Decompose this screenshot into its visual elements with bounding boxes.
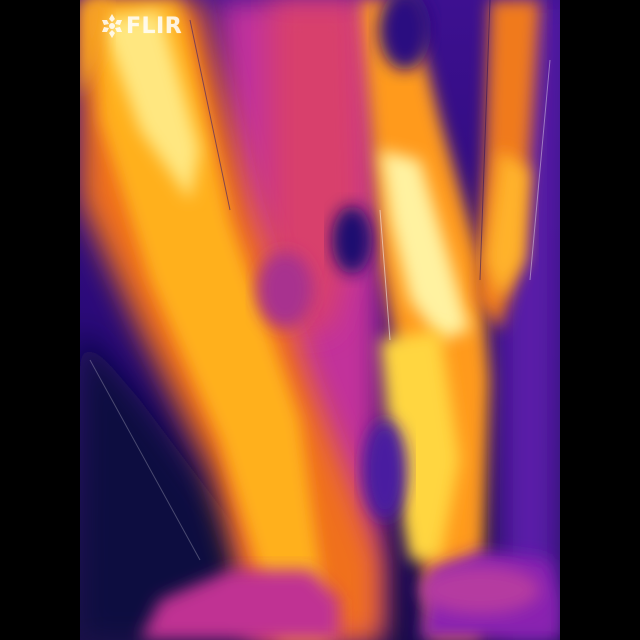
edge-line (189, 19, 231, 211)
cold-spot (363, 420, 407, 520)
flame-snowflake-icon (102, 14, 122, 38)
hottest-region (380, 150, 470, 340)
logo-text: FLIR (126, 13, 183, 39)
thermal-image (80, 0, 560, 640)
flir-logo: FLIR (101, 13, 182, 39)
edge-line (89, 359, 201, 561)
cold-spot (332, 206, 372, 274)
hot-region (485, 150, 530, 300)
edge-line (379, 209, 391, 341)
hottest-region (100, 10, 200, 200)
cold-region (80, 330, 280, 640)
warm-region (420, 566, 540, 614)
letterbox-left (0, 0, 80, 640)
cold-spot (379, 0, 431, 70)
warm-spot (257, 252, 313, 328)
letterbox-right (560, 0, 640, 640)
hot-region (80, 0, 110, 100)
thermal-scene (80, 0, 560, 640)
hot-region (90, 0, 330, 640)
edge-line (529, 59, 551, 281)
warm-region (140, 570, 340, 640)
edge-line (479, 0, 491, 281)
